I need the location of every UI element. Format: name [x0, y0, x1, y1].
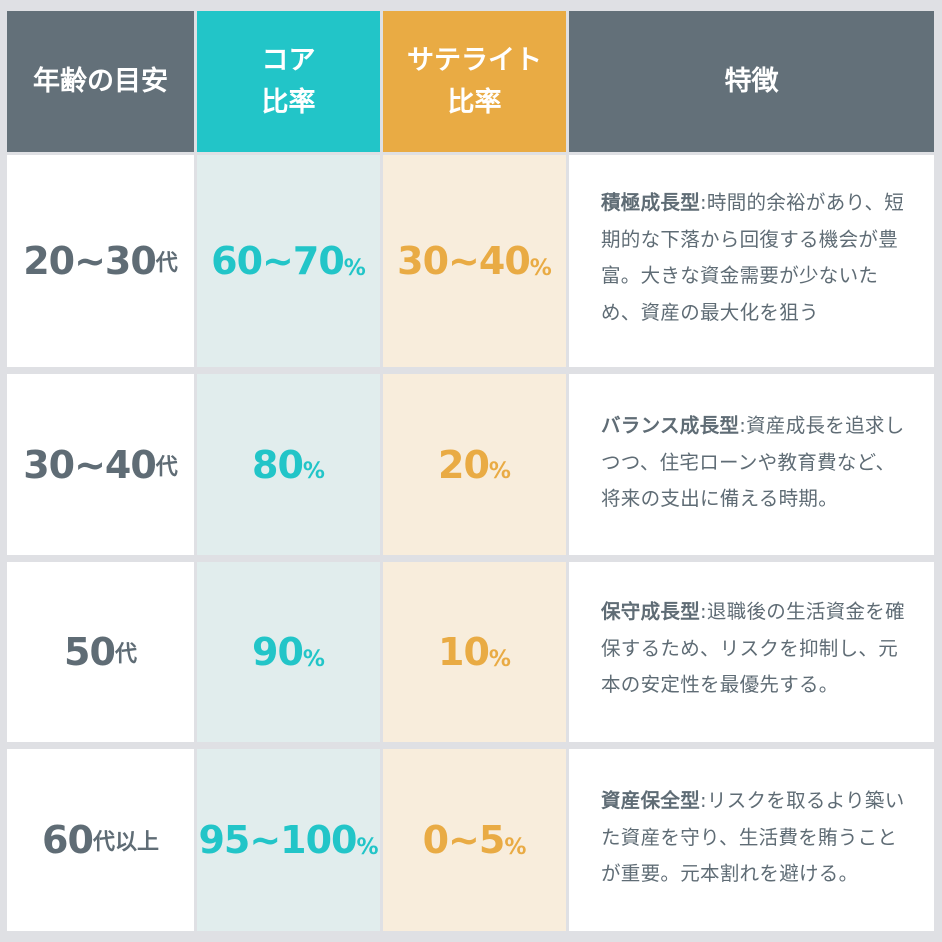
row2-core: 80%	[197, 374, 380, 555]
header-age-label: 年齢の目安	[33, 65, 168, 97]
row3-core: 90%	[197, 562, 380, 742]
core-value: 90	[252, 630, 304, 674]
feature-body: リスクを取るより築いた資産を守り、生活費を賄うことが重要。元本割れを避ける。	[601, 789, 905, 885]
header-features: 特徴	[569, 11, 934, 152]
row3-features: 保守成長型:退職後の生活資金を確保するため、リスクを抑制し、元本の安定性を最優先…	[569, 562, 934, 742]
feature-description: 積極成長型:時間的余裕があり、短期的な下落から回復する機会が豊富。大きな資金需要…	[569, 185, 934, 331]
row4-satellite: 0~5%	[383, 749, 566, 931]
core-value: 95~100	[198, 818, 357, 862]
feature-title: 資産保全型	[601, 789, 701, 812]
percent-unit: %	[504, 834, 527, 860]
feature-separator: :	[700, 600, 707, 623]
feature-title: 保守成長型	[601, 600, 701, 623]
row2-features: バランス成長型:資産成長を追求しつつ、住宅ローンや教育費など、将来の支出に備える…	[569, 374, 934, 555]
row1-age: 20~30 代	[7, 155, 194, 367]
feature-separator: :	[700, 191, 707, 214]
age-value: 20~30	[23, 239, 157, 283]
feature-body: 資産成長を追求しつつ、住宅ローンや教育費など、将来の支出に備える時期。	[601, 414, 905, 510]
percent-unit: %	[488, 459, 511, 484]
feature-body: 退職後の生活資金を確保するため、リスクを抑制し、元本の安定性を最優先する。	[601, 600, 905, 696]
feature-description: バランス成長型:資産成長を追求しつつ、住宅ローンや教育費など、将来の支出に備える…	[569, 408, 934, 518]
satellite-value: 20	[438, 442, 490, 487]
satellite-value: 30~40	[397, 239, 531, 283]
row1-core: 60~70%	[197, 155, 380, 367]
feature-description: 保守成長型:退職後の生活資金を確保するため、リスクを抑制し、元本の安定性を最優先…	[569, 594, 934, 704]
age-unit: 代	[155, 251, 178, 276]
age-unit: 代	[155, 454, 178, 480]
row2-satellite: 20%	[383, 374, 566, 555]
row1-satellite: 30~40%	[383, 155, 566, 367]
feature-separator: :	[700, 789, 707, 812]
header-satellite-ratio-label: 比率	[447, 86, 502, 118]
core-value: 80	[252, 442, 304, 487]
age-unit: 代以上	[92, 830, 159, 855]
feature-description: 資産保全型:リスクを取るより築いた資産を守り、生活費を賄うことが重要。元本割れを…	[569, 783, 934, 893]
age-value: 30~40	[23, 442, 157, 487]
header-satellite-label: サテライト	[407, 44, 542, 76]
age-unit: 代	[114, 642, 137, 667]
row4-features: 資産保全型:リスクを取るより築いた資産を守り、生活費を賄うことが重要。元本割れを…	[569, 749, 934, 931]
header-core-ratio: コア 比率	[197, 11, 380, 152]
satellite-value: 0~5	[422, 818, 506, 862]
feature-body: 時間的余裕があり、短期的な下落から回復する機会が豊富。大きな資金需要が少ないため…	[601, 191, 905, 324]
row2-age: 30~40 代	[7, 374, 194, 555]
percent-unit: %	[302, 646, 325, 672]
age-value: 50	[64, 630, 116, 674]
row4-age: 60 代以上	[7, 749, 194, 931]
feature-separator: :	[739, 414, 747, 437]
satellite-value: 10	[438, 630, 490, 674]
percent-unit: %	[488, 646, 511, 672]
header-satellite-ratio: サテライト 比率	[383, 11, 566, 152]
row3-satellite: 10%	[383, 562, 566, 742]
feature-title: 積極成長型	[601, 191, 701, 214]
header-age: 年齢の目安	[7, 11, 194, 152]
row4-core: 95~100%	[197, 749, 380, 931]
percent-unit: %	[529, 255, 552, 281]
percent-unit: %	[356, 834, 379, 860]
header-core-ratio-label: 比率	[261, 86, 316, 118]
header-features-label: 特徴	[724, 65, 779, 97]
percent-unit: %	[302, 459, 325, 484]
percent-unit: %	[343, 255, 366, 281]
age-value: 60	[42, 818, 94, 862]
feature-title: バランス成長型	[601, 414, 740, 437]
header-core-label: コア	[261, 44, 316, 76]
row1-features: 積極成長型:時間的余裕があり、短期的な下落から回復する機会が豊富。大きな資金需要…	[569, 155, 934, 367]
core-value: 60~70	[211, 239, 345, 283]
row3-age: 50 代	[7, 562, 194, 742]
